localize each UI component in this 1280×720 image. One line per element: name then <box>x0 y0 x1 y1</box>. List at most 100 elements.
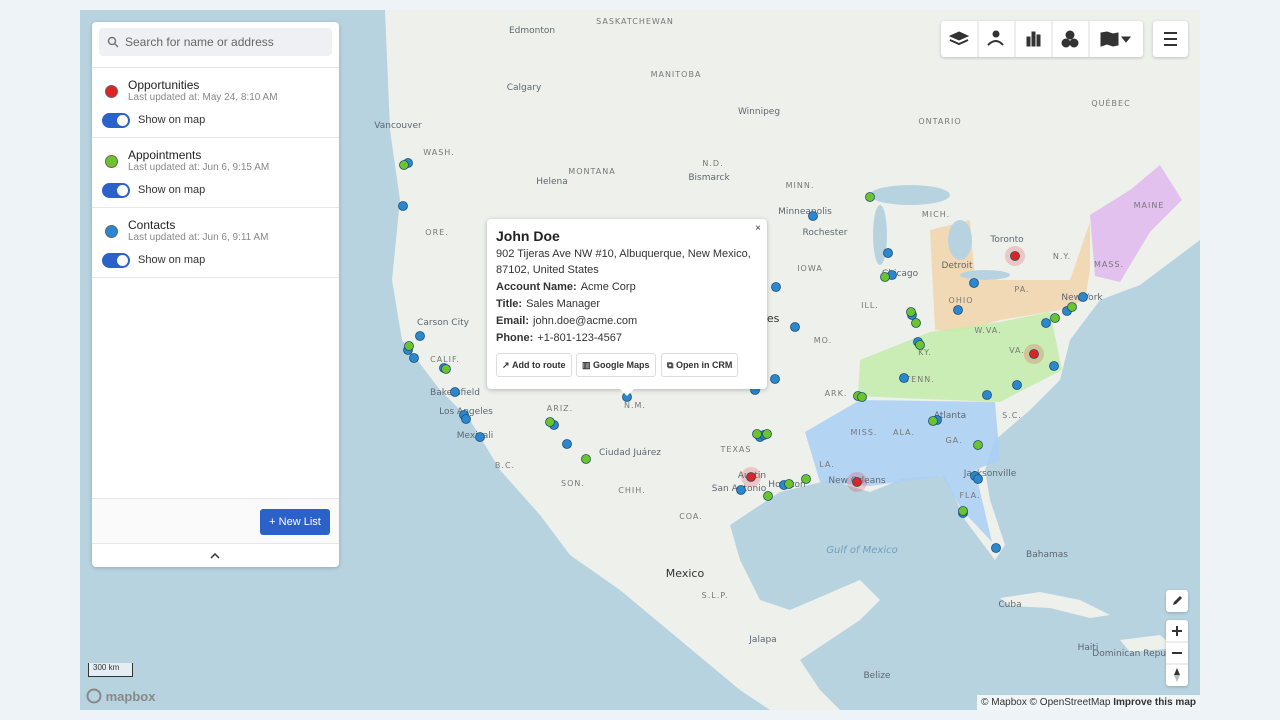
field-label: Account Name: <box>496 281 577 293</box>
marker[interactable] <box>784 479 794 489</box>
marker[interactable] <box>409 353 419 363</box>
lake <box>960 270 1010 280</box>
menu-button[interactable] <box>1153 21 1188 57</box>
field-label: Phone: <box>496 332 534 344</box>
toggle[interactable] <box>102 183 130 198</box>
search-icon <box>107 36 119 48</box>
marker[interactable] <box>899 373 909 383</box>
marker[interactable] <box>1012 380 1022 390</box>
map-label: Bahamas <box>1026 550 1068 560</box>
map-label: N.D. <box>702 159 723 168</box>
marker[interactable] <box>475 432 485 442</box>
add-route-button[interactable]: ↗ Add to route <box>496 353 572 377</box>
toggle[interactable] <box>102 253 130 268</box>
map-label: ILL. <box>861 301 879 310</box>
map-label: Belize <box>864 671 891 681</box>
marker[interactable] <box>1067 302 1077 312</box>
field-value: +1-801-123-4567 <box>537 332 622 344</box>
map-label: Bismarck <box>688 173 730 183</box>
marker[interactable] <box>973 474 983 484</box>
marker[interactable] <box>808 211 818 221</box>
search-box[interactable]: Search for name or address <box>99 28 332 56</box>
layer-item: Opportunities Last updated at: May 24, 8… <box>92 67 339 137</box>
layers-icon[interactable] <box>948 31 970 41</box>
marker[interactable] <box>801 474 811 484</box>
marker[interactable] <box>982 390 992 400</box>
marker[interactable] <box>1010 251 1020 261</box>
marker[interactable] <box>763 491 773 501</box>
marker[interactable] <box>752 429 762 439</box>
marker[interactable] <box>973 440 983 450</box>
marker[interactable] <box>399 160 409 170</box>
marker[interactable] <box>880 272 890 282</box>
marker[interactable] <box>398 201 408 211</box>
map-label: Mexico <box>666 567 705 580</box>
map-label: ONTARIO <box>918 117 961 126</box>
map-label: MICH. <box>922 210 950 219</box>
layer-name: Opportunities <box>128 78 200 92</box>
new-list-button[interactable]: + New List <box>260 509 330 535</box>
marker[interactable] <box>415 331 425 341</box>
basemap-icon[interactable] <box>1100 31 1119 47</box>
marker[interactable] <box>911 318 921 328</box>
marker[interactable] <box>770 374 780 384</box>
marker[interactable] <box>450 387 460 397</box>
marker[interactable] <box>865 192 875 202</box>
marker[interactable] <box>991 543 1001 553</box>
map-label: N.M. <box>624 401 646 410</box>
route-icon[interactable] <box>992 30 1000 38</box>
map-label: Dominican Republic <box>1092 649 1181 659</box>
map-label: Detroit <box>941 261 973 271</box>
marker[interactable] <box>545 417 555 427</box>
marker[interactable] <box>1078 292 1088 302</box>
marker[interactable] <box>883 248 893 258</box>
attribution-link[interactable]: © OpenStreetMap <box>1029 697 1111 708</box>
toggle[interactable] <box>102 113 130 128</box>
marker[interactable] <box>852 477 862 487</box>
gulf-atlantic <box>730 240 1200 710</box>
marker[interactable] <box>958 506 968 516</box>
map-label: MO. <box>814 336 832 345</box>
attribution-link[interactable]: © Mapbox <box>981 697 1027 708</box>
marker[interactable] <box>1050 313 1060 323</box>
marker[interactable] <box>857 392 867 402</box>
marker[interactable] <box>906 307 916 317</box>
marker[interactable] <box>1049 361 1059 371</box>
attribution-link[interactable]: Improve this map <box>1113 697 1196 708</box>
marker[interactable] <box>736 485 746 495</box>
marker[interactable] <box>562 439 572 449</box>
map-label: Gulf of Mexico <box>826 545 897 556</box>
marker[interactable] <box>1041 318 1051 328</box>
layer-item: Contacts Last updated at: Jun 6, 9:11 AM… <box>92 207 339 278</box>
marker[interactable] <box>581 454 591 464</box>
marker[interactable] <box>746 472 756 482</box>
scale-label: 300 km <box>93 663 120 672</box>
map-label: PA. <box>1014 285 1029 294</box>
map-label: COA. <box>679 512 703 521</box>
marker[interactable] <box>441 364 451 374</box>
map-label: MAINE <box>1134 201 1165 210</box>
territory-icon[interactable] <box>1065 30 1075 40</box>
map-label: B.C. <box>495 461 515 470</box>
marker[interactable] <box>953 305 963 315</box>
marker[interactable] <box>461 414 471 424</box>
pencil-icon <box>1173 596 1182 605</box>
layer-color <box>105 85 118 98</box>
google-maps-button[interactable]: ▥ Google Maps <box>576 353 656 377</box>
chart-icon[interactable] <box>1026 36 1031 47</box>
marker[interactable] <box>771 282 781 292</box>
marker[interactable] <box>762 429 772 439</box>
marker[interactable] <box>1029 349 1039 359</box>
collapse-button[interactable] <box>92 543 339 568</box>
marker[interactable] <box>404 341 414 351</box>
layer-name: Contacts <box>128 218 176 232</box>
map-label: ALA. <box>893 428 915 437</box>
marker[interactable] <box>928 416 938 426</box>
close-button[interactable]: × <box>755 223 761 234</box>
marker[interactable] <box>969 278 979 288</box>
marker[interactable] <box>790 322 800 332</box>
crm-button[interactable]: ⧉ Open in CRM <box>661 353 739 377</box>
map-label: Chicago <box>882 269 919 279</box>
draw-button[interactable] <box>1166 590 1188 612</box>
marker[interactable] <box>915 340 925 350</box>
